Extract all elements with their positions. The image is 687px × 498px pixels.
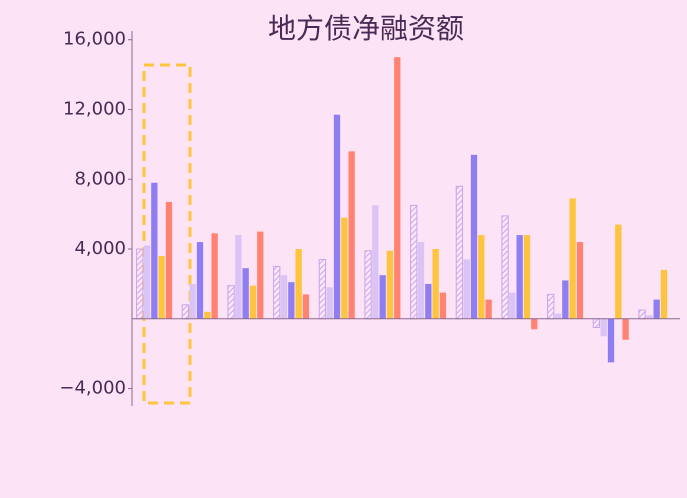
bar bbox=[288, 282, 295, 319]
y-tick-label: 8,000 bbox=[74, 168, 126, 189]
bar bbox=[326, 287, 333, 319]
y-tick-label: 12,000 bbox=[63, 98, 126, 119]
bar bbox=[646, 315, 653, 319]
bar bbox=[302, 294, 310, 319]
bar bbox=[622, 318, 629, 340]
bar bbox=[432, 249, 439, 319]
bar bbox=[660, 269, 668, 319]
bar bbox=[151, 182, 158, 319]
bar bbox=[638, 309, 646, 320]
bar bbox=[348, 151, 355, 319]
bar bbox=[211, 233, 218, 319]
bar bbox=[463, 259, 470, 319]
bar bbox=[576, 242, 584, 319]
y-tick-label: 16,000 bbox=[63, 29, 126, 50]
bar bbox=[372, 205, 379, 319]
bar bbox=[562, 280, 569, 319]
bar bbox=[333, 114, 341, 319]
bar bbox=[554, 313, 562, 319]
bar bbox=[478, 235, 485, 319]
bar bbox=[386, 250, 394, 319]
bar bbox=[158, 256, 165, 319]
bar bbox=[227, 285, 235, 320]
bar bbox=[455, 185, 464, 320]
bar bbox=[235, 235, 242, 319]
bar bbox=[242, 268, 249, 319]
bar bbox=[379, 275, 386, 319]
bar bbox=[600, 318, 607, 337]
bar bbox=[410, 204, 418, 320]
bar bbox=[516, 235, 523, 319]
bar bbox=[136, 248, 144, 320]
bar bbox=[607, 318, 615, 363]
bar bbox=[204, 311, 211, 319]
bar bbox=[341, 217, 348, 319]
bar bbox=[470, 154, 478, 319]
bar bbox=[143, 245, 151, 319]
bar bbox=[509, 292, 516, 319]
bar bbox=[569, 198, 576, 319]
bar bbox=[485, 299, 492, 319]
bar bbox=[295, 249, 302, 319]
bar bbox=[417, 242, 425, 319]
bar bbox=[189, 283, 196, 319]
bar bbox=[615, 224, 622, 319]
bar bbox=[531, 318, 538, 330]
bar bbox=[280, 275, 288, 319]
bar bbox=[364, 250, 372, 320]
highlight-box bbox=[142, 63, 192, 405]
bar bbox=[257, 231, 264, 319]
bar bbox=[165, 201, 173, 319]
bar bbox=[249, 285, 257, 319]
y-tick-label: −4,000 bbox=[59, 378, 126, 399]
bar bbox=[547, 293, 555, 320]
bar bbox=[592, 318, 601, 329]
bar bbox=[196, 242, 204, 319]
bar bbox=[181, 304, 190, 320]
bar bbox=[501, 215, 509, 320]
bar bbox=[273, 265, 281, 320]
bar bbox=[439, 292, 447, 319]
bar bbox=[394, 57, 401, 319]
bar bbox=[523, 235, 531, 319]
y-tick-label: 4,000 bbox=[74, 238, 126, 259]
bar bbox=[425, 283, 432, 319]
bar bbox=[318, 258, 327, 320]
chart-title: 地方债净融资额 bbox=[268, 12, 464, 45]
bar bbox=[653, 299, 660, 319]
